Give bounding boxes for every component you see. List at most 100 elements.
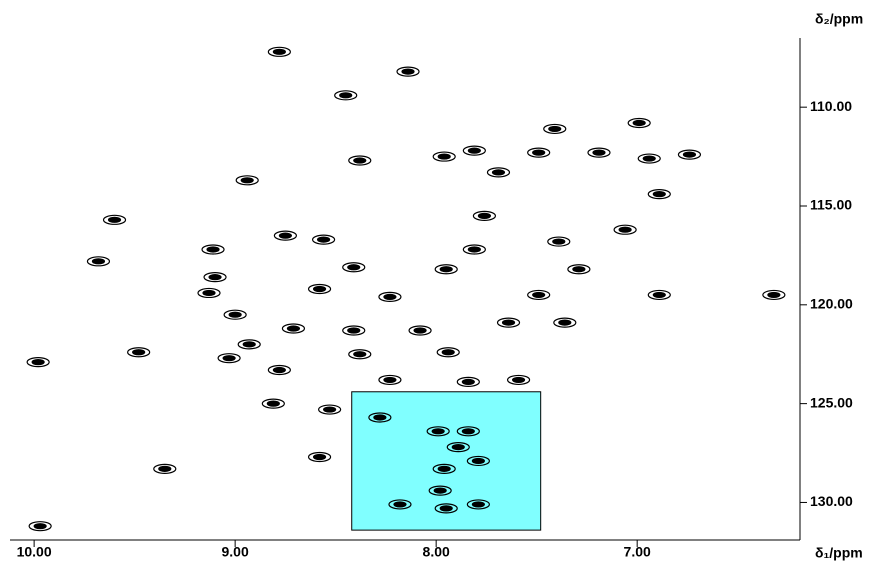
- contour: [28, 521, 52, 532]
- contour: [496, 317, 521, 328]
- peak: [311, 234, 336, 245]
- contour: [437, 465, 451, 472]
- contour: [491, 169, 506, 176]
- peak: [153, 463, 177, 474]
- peak: [378, 291, 402, 303]
- peak: [217, 353, 241, 364]
- contour: [511, 376, 526, 384]
- peak: [86, 256, 111, 267]
- peak: [527, 147, 551, 158]
- contour: [637, 153, 661, 164]
- peak: [496, 317, 521, 328]
- contour: [316, 236, 331, 243]
- contour: [318, 404, 342, 415]
- peak: [318, 404, 342, 415]
- contour: [572, 266, 586, 273]
- contour: [762, 289, 786, 301]
- contour: [553, 317, 577, 328]
- contour: [434, 264, 458, 275]
- contour: [471, 501, 485, 508]
- peak: [462, 145, 486, 156]
- peak: [197, 287, 221, 299]
- contour: [543, 123, 567, 135]
- peak: [428, 485, 452, 496]
- contour: [272, 48, 286, 55]
- peak: [637, 153, 661, 164]
- contour: [632, 119, 646, 127]
- contour: [342, 325, 366, 336]
- contour: [312, 453, 327, 461]
- peak: [408, 325, 432, 336]
- contour: [261, 398, 285, 409]
- peak: [348, 155, 372, 166]
- peak: [677, 149, 702, 160]
- peak: [396, 66, 420, 77]
- y-tick-label: 110.00: [810, 98, 852, 114]
- contour: [286, 325, 301, 332]
- contour: [339, 92, 353, 99]
- contour: [767, 291, 781, 299]
- contour: [347, 264, 361, 271]
- contour: [506, 374, 531, 386]
- contour: [461, 428, 475, 435]
- peak: [527, 289, 551, 301]
- contour: [86, 256, 111, 267]
- contour: [281, 323, 306, 334]
- contour: [462, 145, 486, 156]
- contour: [477, 212, 492, 219]
- contour: [266, 400, 280, 407]
- contour: [627, 117, 651, 129]
- contour: [102, 214, 127, 225]
- contour: [153, 463, 177, 474]
- y-tick-label: 115.00: [810, 197, 852, 213]
- contour: [158, 465, 172, 472]
- contour: [401, 68, 415, 75]
- contour: [278, 232, 292, 239]
- peak: [334, 90, 358, 101]
- contour: [472, 210, 497, 221]
- peak: [486, 167, 511, 178]
- peak: [235, 175, 259, 186]
- contour: [267, 364, 291, 376]
- contour: [532, 149, 546, 156]
- contour: [33, 523, 47, 530]
- peak: [203, 272, 227, 283]
- contour: [618, 226, 632, 233]
- contour: [467, 246, 481, 253]
- contour: [642, 155, 656, 162]
- contour: [451, 444, 465, 451]
- contour: [613, 224, 637, 235]
- peak: [587, 147, 611, 158]
- peak: [567, 264, 591, 275]
- contour: [273, 230, 297, 241]
- contour: [311, 234, 336, 245]
- contour: [235, 175, 259, 186]
- contour: [436, 347, 460, 358]
- contour: [527, 289, 551, 301]
- contour: [652, 291, 666, 299]
- contour: [432, 151, 456, 162]
- contour: [383, 376, 397, 384]
- peak: [647, 189, 671, 200]
- peak: [762, 289, 786, 301]
- contour: [222, 355, 236, 362]
- contour: [446, 442, 470, 453]
- contour: [197, 287, 221, 299]
- peak: [307, 283, 332, 295]
- contour: [408, 325, 432, 336]
- contour: [206, 246, 220, 253]
- contour: [428, 485, 452, 496]
- contour: [353, 157, 367, 164]
- contour: [547, 236, 571, 247]
- contour: [462, 244, 486, 255]
- contour: [558, 319, 572, 326]
- peak: [432, 463, 456, 474]
- peak: [102, 214, 127, 225]
- contour: [347, 327, 361, 334]
- peak: [456, 426, 480, 437]
- peak: [547, 236, 571, 247]
- contour: [388, 499, 412, 510]
- contour: [466, 499, 490, 510]
- peak: [28, 521, 52, 532]
